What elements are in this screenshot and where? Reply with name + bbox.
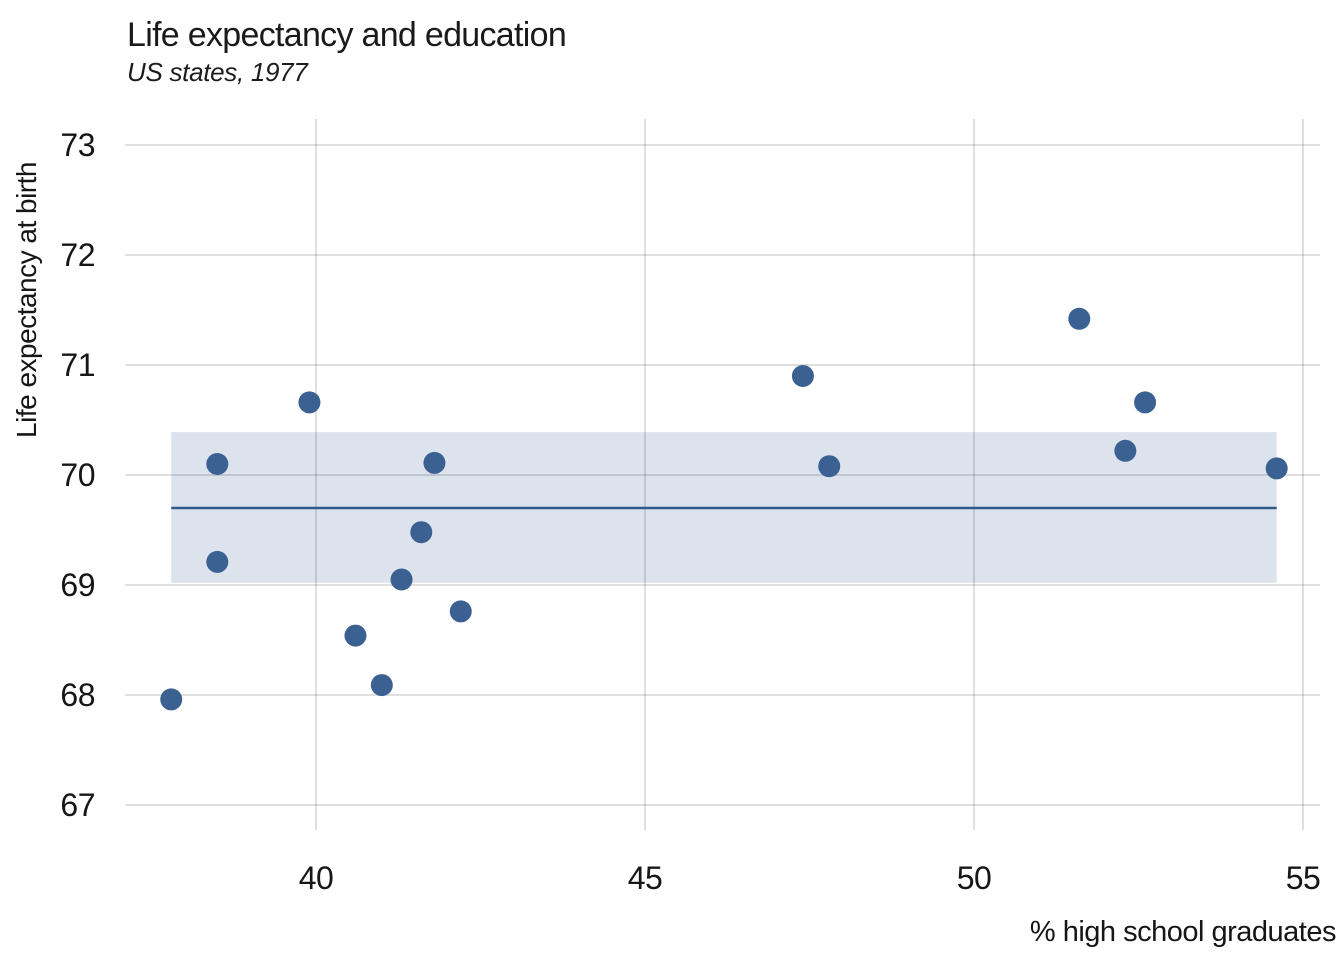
scatter-point [818,455,841,478]
scatter-point [1265,457,1288,480]
y-tick-label: 68 [60,677,95,713]
scatter-point [206,550,229,573]
scatter-point [206,453,229,475]
x-tick-label: 40 [299,860,334,896]
y-tick-label: 69 [60,567,95,603]
scatter-point [791,365,814,387]
scatter-point [390,568,413,591]
scatter-point [1114,439,1137,462]
scatter-point [423,451,446,474]
x-axis-label: % high school graduates [1029,916,1337,948]
scatter-point [1068,307,1091,330]
chart-subtitle: US states, 1977 [127,57,308,87]
scatter-point [410,521,433,544]
x-tick-label: 50 [957,860,992,896]
y-tick-label: 72 [60,237,95,273]
scatter-point [449,600,472,623]
chart-title: Life expectancy and education [127,16,567,54]
y-tick-label: 71 [60,347,95,383]
x-tick-label: 55 [1286,860,1321,896]
y-tick-label: 73 [60,127,95,163]
scatter-point [1134,391,1157,414]
scatter-point [344,624,367,647]
y-tick-label: 67 [60,787,95,823]
y-axis-label: Life expectancy at birth [11,162,42,438]
scatter-point [160,688,183,711]
x-tick-label: 45 [628,860,663,896]
scatter-point [298,391,321,414]
y-tick-label: 70 [60,457,95,493]
scatter-point [370,674,393,697]
